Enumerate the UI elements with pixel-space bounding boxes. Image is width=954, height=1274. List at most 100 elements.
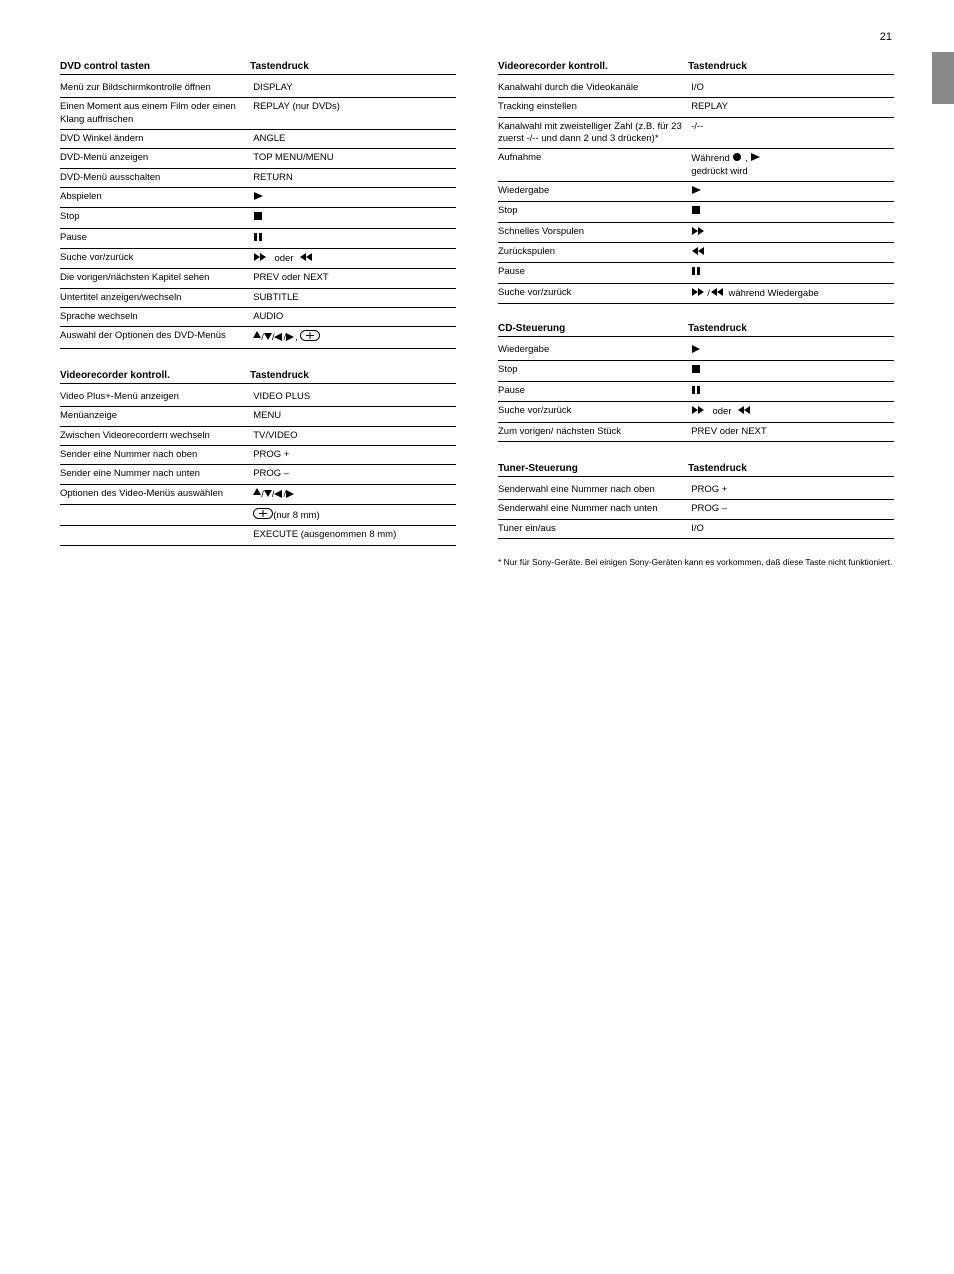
row-label: Pause xyxy=(60,232,253,244)
cd-rows: WiedergabeStopPauseSuche vor/zurück oder… xyxy=(498,341,894,442)
dvd-controls-table: DVD control tasten Tastendruck Menü zur … xyxy=(60,60,456,349)
row-label: Tracking einstellen xyxy=(498,101,691,113)
row-label: Einen Moment aus einem Film oder einen K… xyxy=(60,101,253,126)
table-row: Sender eine Nummer nach obenPROG + xyxy=(60,446,456,465)
row-value: / während Wiedergabe xyxy=(691,287,894,300)
cd-header-b: Tastendruck xyxy=(688,322,894,335)
row-value: Während , gedrückt wird xyxy=(691,152,894,178)
row-value: -/-- xyxy=(691,121,894,133)
row-value xyxy=(691,344,894,357)
row-label: Senderwahl eine Nummer nach oben xyxy=(498,484,691,496)
row-value: /// xyxy=(253,488,456,501)
vcr-header-a: Videorecorder kontroll. xyxy=(60,369,250,382)
tuner-header-a: Tuner-Steuerung xyxy=(498,462,688,475)
row-label: Abspielen xyxy=(60,191,253,203)
row-value: PROG + xyxy=(691,484,894,496)
row-label: Zwischen Videorecordern wechseln xyxy=(60,430,253,442)
row-value xyxy=(253,232,456,245)
dvd-header-a: DVD control tasten xyxy=(60,60,250,73)
row-value: REPLAY xyxy=(691,101,894,113)
row-value xyxy=(691,226,894,239)
row-label: Zum vorigen/ nächsten Stück xyxy=(498,426,691,438)
row-value: I/O xyxy=(691,82,894,94)
row-value: PROG – xyxy=(691,503,894,515)
vcr2-rows: Kanalwahl durch die VideokanäleI/OTracki… xyxy=(498,79,894,304)
table-row: Senderwahl eine Nummer nach untenPROG – xyxy=(498,500,894,519)
row-label: Kanalwahl durch die Videokanäle xyxy=(498,82,691,94)
row-value: oder xyxy=(253,252,456,265)
table-row: Pause xyxy=(498,263,894,283)
row-label: DVD-Menü ausschalten xyxy=(60,172,253,184)
row-label: Kanalwahl mit zweistelliger Zahl (z.B. f… xyxy=(498,121,691,146)
table-row: Abspielen xyxy=(60,188,456,208)
table-row: Wiedergabe xyxy=(498,341,894,361)
right-column: Videorecorder kontroll. Tastendruck Kana… xyxy=(498,60,894,568)
vcr2-header-b: Tastendruck xyxy=(688,60,894,73)
table-row: Stop xyxy=(498,361,894,381)
vcr-header-b: Tastendruck xyxy=(250,369,456,382)
table-row: Video Plus+-Menü anzeigenVIDEO PLUS xyxy=(60,388,456,407)
row-value xyxy=(253,191,456,204)
row-value: REPLAY (nur DVDs) xyxy=(253,101,456,113)
row-value: RETURN xyxy=(253,172,456,184)
row-label: Untertitel anzeigen/wechseln xyxy=(60,292,253,304)
tuner-rows: Senderwahl eine Nummer nach obenPROG +Se… xyxy=(498,481,894,539)
table-row: Pause xyxy=(60,229,456,249)
table-row: DVD-Menü anzeigenTOP MENU/MENU xyxy=(60,149,456,168)
row-value: PROG + xyxy=(253,449,456,461)
vcr-rows: Video Plus+-Menü anzeigenVIDEO PLUSMenüa… xyxy=(60,388,456,546)
table-row: Einen Moment aus einem Film oder einen K… xyxy=(60,98,456,130)
row-value xyxy=(691,385,894,398)
table-row: DVD Winkel ändernANGLE xyxy=(60,130,456,149)
row-value: I/O xyxy=(691,523,894,535)
row-label: Stop xyxy=(498,205,691,217)
table-row: Sprache wechselnAUDIO xyxy=(60,308,456,327)
table-row: Auswahl der Optionen des DVD-Menüs///, xyxy=(60,327,456,348)
table-row: Optionen des Video-Menüs auswählen/// xyxy=(60,485,456,505)
row-label: DVD-Menü anzeigen xyxy=(60,152,253,164)
table-row: Menü zur Bildschirmkontrolle öffnenDISPL… xyxy=(60,79,456,98)
row-label: Menüanzeige xyxy=(60,410,253,422)
table-row: DVD-Menü ausschaltenRETURN xyxy=(60,169,456,188)
row-label: Stop xyxy=(498,364,691,376)
table-row: Suche vor/zurück oder xyxy=(60,249,456,269)
row-label: Wiedergabe xyxy=(498,344,691,356)
row-label: Wiedergabe xyxy=(498,185,691,197)
row-value: oder xyxy=(691,405,894,418)
vcr-controls-table: Videorecorder kontroll. Tastendruck Vide… xyxy=(60,369,456,546)
row-value xyxy=(691,185,894,198)
table-row: MenüanzeigeMENU xyxy=(60,407,456,426)
side-tab xyxy=(932,52,954,104)
row-value: EXECUTE (ausgenommen 8 mm) xyxy=(253,529,456,541)
row-value: DISPLAY xyxy=(253,82,456,94)
table-row: Schnelles Vorspulen xyxy=(498,223,894,243)
row-label: Video Plus+-Menü anzeigen xyxy=(60,391,253,403)
page-number: 21 xyxy=(880,30,892,44)
row-value: ///, xyxy=(253,330,456,344)
table-row: Stop xyxy=(498,202,894,222)
table-row: Senderwahl eine Nummer nach obenPROG + xyxy=(498,481,894,500)
row-label: Stop xyxy=(60,211,253,223)
table-row: Sender eine Nummer nach untenPROG – xyxy=(60,465,456,484)
table-row: Stop xyxy=(60,208,456,228)
row-label: Sender eine Nummer nach unten xyxy=(60,468,253,480)
row-value: PREV oder NEXT xyxy=(691,426,894,438)
table-row: AufnahmeWährend , gedrückt wird xyxy=(498,149,894,182)
table-row: Wiedergabe xyxy=(498,182,894,202)
tuner-header-b: Tastendruck xyxy=(688,462,894,475)
row-value: VIDEO PLUS xyxy=(253,391,456,403)
row-value: AUDIO xyxy=(253,311,456,323)
table-row: Tracking einstellenREPLAY xyxy=(498,98,894,117)
row-label: Sender eine Nummer nach oben xyxy=(60,449,253,461)
row-label: Tuner ein/aus xyxy=(498,523,691,535)
table-row: Untertitel anzeigen/wechselnSUBTITLE xyxy=(60,289,456,308)
table-row: Zurückspulen xyxy=(498,243,894,263)
row-value: PROG – xyxy=(253,468,456,480)
row-value xyxy=(691,364,894,377)
row-label: Suche vor/zurück xyxy=(498,287,691,299)
row-value xyxy=(691,246,894,259)
row-value xyxy=(691,205,894,218)
dvd-rows: Menü zur Bildschirmkontrolle öffnenDISPL… xyxy=(60,79,456,349)
row-value xyxy=(691,266,894,279)
left-column: DVD control tasten Tastendruck Menü zur … xyxy=(60,60,456,568)
